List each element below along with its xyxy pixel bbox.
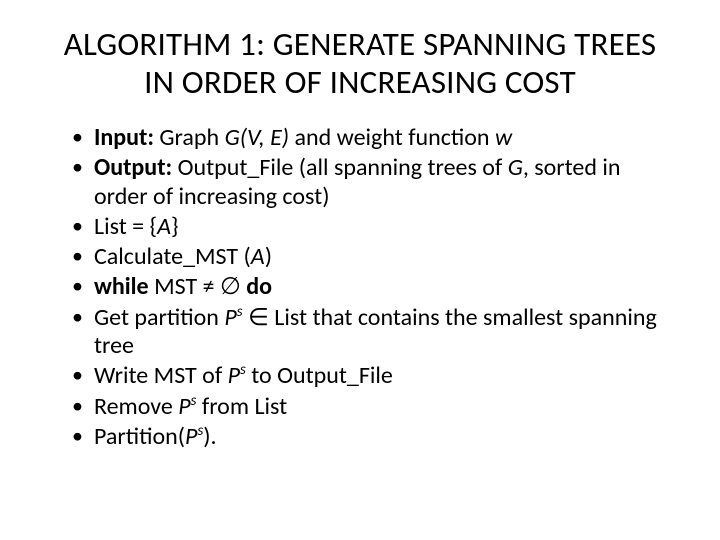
text: Remove <box>94 392 178 421</box>
bullet-item: Calculate_MST (A) <box>72 243 670 271</box>
bullet-list: Input: Graph G(V, E) and weight function… <box>50 124 670 451</box>
slide-title: ALGORITHM 1: GENERATE SPANNING TREES IN … <box>50 26 670 102</box>
italic-text: P <box>228 361 240 390</box>
bullet-item: Input: Graph G(V, E) and weight function… <box>72 124 670 152</box>
text: Get partition <box>94 303 224 332</box>
bullet-item: Remove Ps from List <box>72 393 670 421</box>
text: MST ≠ ∅ <box>149 272 247 301</box>
text: Output_File (all spanning trees of <box>172 153 508 182</box>
italic-text: P <box>178 392 190 421</box>
bold-text: do <box>246 272 272 301</box>
italic-text: P <box>224 303 236 332</box>
italic-text: w <box>495 123 512 152</box>
italic-text: P <box>185 422 197 451</box>
italic-text: A <box>251 242 265 271</box>
text: Calculate_MST ( <box>94 242 251 271</box>
bold-text: Input: <box>94 123 154 152</box>
text: List = { <box>94 212 157 241</box>
bold-text: while <box>94 272 149 301</box>
text: } <box>171 212 179 241</box>
text: and weight function <box>289 123 495 152</box>
bullet-item: List = {A} <box>72 213 670 241</box>
slide-container: { "title": "ALGORITHM 1: GENERATE SPANNI… <box>0 0 720 540</box>
text: ). <box>203 422 216 451</box>
bullet-item: Write MST of Ps to Output_File <box>72 362 670 390</box>
italic-text: A <box>157 212 171 241</box>
bullet-item: Get partition Ps ∈ List that contains th… <box>72 304 670 361</box>
text: to Output_File <box>246 361 393 390</box>
bold-text: Output: <box>94 153 172 182</box>
text: Graph <box>154 123 225 152</box>
bullet-item: while MST ≠ ∅ do <box>72 273 670 301</box>
text: Partition( <box>94 422 185 451</box>
text: Write MST of <box>94 361 228 390</box>
bullet-item: Partition(Ps). <box>72 423 670 451</box>
text: ) <box>265 242 272 271</box>
italic-text: G(V, E) <box>225 123 290 152</box>
italic-text: G <box>508 153 523 182</box>
text: from List <box>196 392 287 421</box>
bullet-item: Output: Output_File (all spanning trees … <box>72 154 670 211</box>
